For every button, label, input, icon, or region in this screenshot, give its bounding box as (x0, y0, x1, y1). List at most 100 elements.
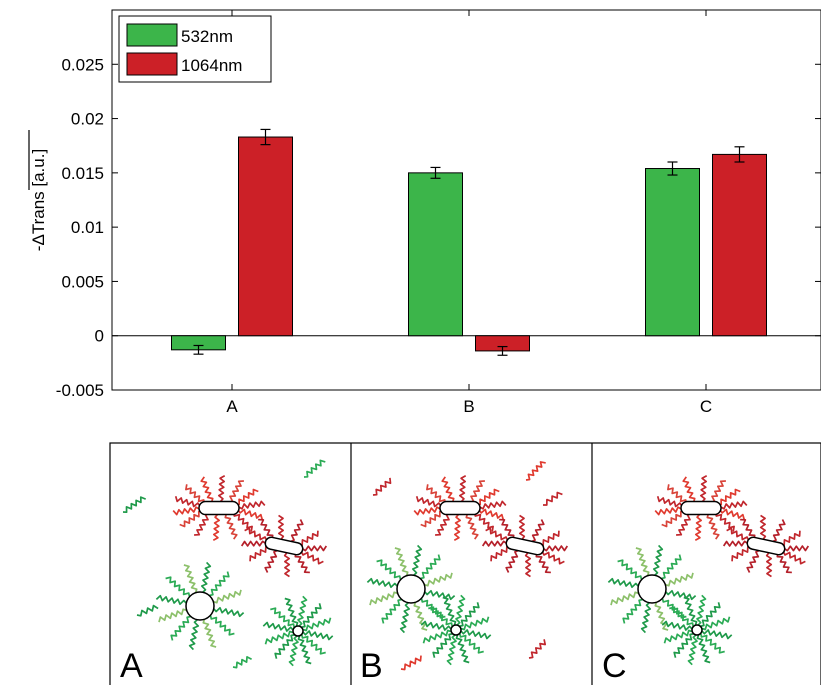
ligand-strand (543, 491, 563, 506)
nanorod-group (413, 475, 507, 541)
ligand-strand (174, 496, 201, 508)
ligand-strand (232, 656, 252, 669)
nanosphere (691, 624, 703, 636)
nanorod (680, 500, 722, 516)
bars (171, 128, 767, 356)
ligand-strand (687, 634, 698, 666)
ligand-strand (155, 594, 187, 606)
ligand-strand (780, 530, 801, 547)
ligand-strand (158, 608, 187, 623)
ligand-strand (783, 545, 810, 552)
x-tick-label: C (700, 397, 712, 416)
ligand-strand (446, 634, 457, 666)
ligand-strand (458, 633, 484, 654)
ligand-strand (499, 518, 515, 540)
ligand-strand (701, 616, 731, 631)
ligand-strand (188, 619, 200, 651)
ligand-strand (740, 518, 756, 540)
y-tick-label: 0.02 (71, 110, 104, 129)
ligand-strand (661, 620, 693, 631)
ligand-strand (369, 591, 398, 606)
ligand-strand (622, 598, 643, 624)
ligand-strand (772, 519, 786, 543)
ligand-strand (297, 595, 308, 627)
y-tick-label: 0.025 (61, 55, 104, 74)
ligand-strand (776, 552, 792, 574)
ligand-strand (428, 606, 454, 627)
ligand-strand (415, 496, 442, 508)
ligand-strand (459, 602, 480, 628)
nanorod-group (481, 514, 569, 578)
ligand-strand (420, 620, 452, 631)
ligand-strand (422, 629, 452, 644)
y-tick-label: 0.005 (61, 272, 104, 291)
ligand-strand (479, 500, 507, 510)
ligand-strand (413, 602, 428, 631)
ligand-strand (759, 514, 767, 540)
ligand-strand (617, 559, 643, 580)
ligand-strand (518, 514, 526, 540)
bar-chart: -0.005 0 0.005 0.01 0.015 0.02 0.025 A B C -ΔTra… (28, 9, 821, 416)
nanoparticle-illustrations (122, 459, 810, 671)
ligand-strand (297, 635, 312, 665)
ligand-strand (283, 552, 291, 578)
ligand-strand (366, 577, 398, 589)
ligand-strand (172, 506, 200, 516)
ligand-strand (465, 513, 479, 540)
legend-label-1064nm: 1064nm (181, 56, 242, 75)
ligand-strand (682, 476, 696, 503)
ligand-strand (714, 512, 735, 532)
ligand-strand (663, 629, 693, 644)
nanosphere (450, 624, 462, 636)
ligand-strand (411, 544, 423, 576)
ligand-strand (238, 500, 266, 510)
ligand-strand (706, 513, 720, 540)
ligand-strand (699, 475, 708, 503)
legend: 532nm 1064nm (118, 15, 272, 83)
ligand-strand (696, 594, 707, 626)
ligand-strand (640, 602, 652, 634)
x-axis: A B C (226, 10, 712, 416)
ligand-strand (274, 633, 295, 659)
ligand-strand (665, 589, 697, 601)
ligand-strand (262, 621, 294, 632)
y-tick-label: 0.015 (61, 164, 104, 183)
ligand-strand (400, 655, 422, 671)
ligand-strand (244, 527, 268, 541)
ligand-strand (453, 513, 462, 541)
ligand-strand (669, 606, 695, 627)
ligand-strand (426, 484, 447, 504)
ligand-strand (424, 589, 456, 601)
ligand-strand (541, 551, 565, 565)
ligand-strand (694, 513, 703, 541)
ligand-strand (635, 547, 650, 576)
ligand-strand (481, 540, 508, 547)
ligand-strand (528, 639, 547, 659)
ligand-strand (258, 518, 274, 540)
ligand-strand (719, 508, 746, 520)
ligand-strand (284, 597, 299, 627)
ligand-strand (420, 554, 441, 580)
nanorod (439, 500, 481, 516)
ligand-strand (264, 630, 294, 645)
ligand-strand (665, 572, 694, 587)
ligand-strand (232, 512, 253, 532)
ligand-strand (240, 540, 267, 547)
ligand-strand (301, 603, 322, 629)
y-axis: -0.005 0 0.005 0.01 0.015 0.02 0.025 (56, 55, 821, 400)
ligand-strand (473, 512, 494, 532)
ligand-strand (765, 552, 773, 578)
ligand-strand (442, 596, 457, 626)
nanorod-group (172, 475, 266, 541)
nanosphere (396, 574, 426, 604)
ligand-strand (476, 488, 500, 506)
ligand-strand (661, 510, 685, 528)
ligand-strand (179, 510, 203, 528)
ligand-strand (699, 633, 725, 654)
x-tick-label: A (226, 397, 238, 416)
ligand-strand (435, 512, 451, 536)
panel-b (366, 461, 569, 671)
ligand-strand (228, 480, 244, 504)
ligand-strand (542, 545, 569, 552)
